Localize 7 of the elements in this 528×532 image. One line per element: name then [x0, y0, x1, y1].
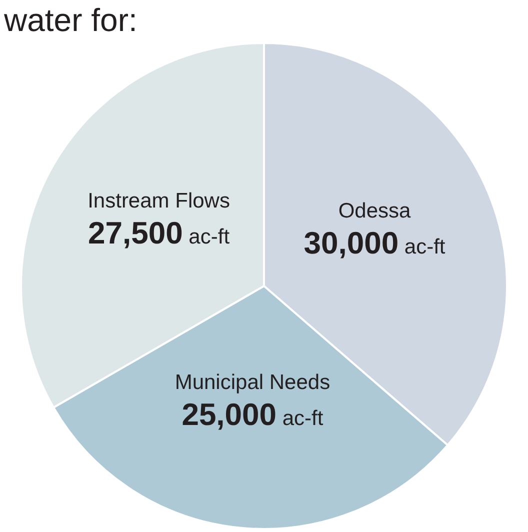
data-label: 25,000 ac-ft — [182, 396, 324, 432]
data-label: 27,500 ac-ft — [88, 215, 230, 250]
slice-label: Instream Flows — [88, 189, 230, 212]
slice-label: Municipal Needs — [174, 370, 330, 394]
data-label: 30,000 ac-ft — [304, 226, 446, 261]
chart-title: water for: — [3, 1, 138, 40]
slice-label: Odessa — [338, 200, 412, 223]
